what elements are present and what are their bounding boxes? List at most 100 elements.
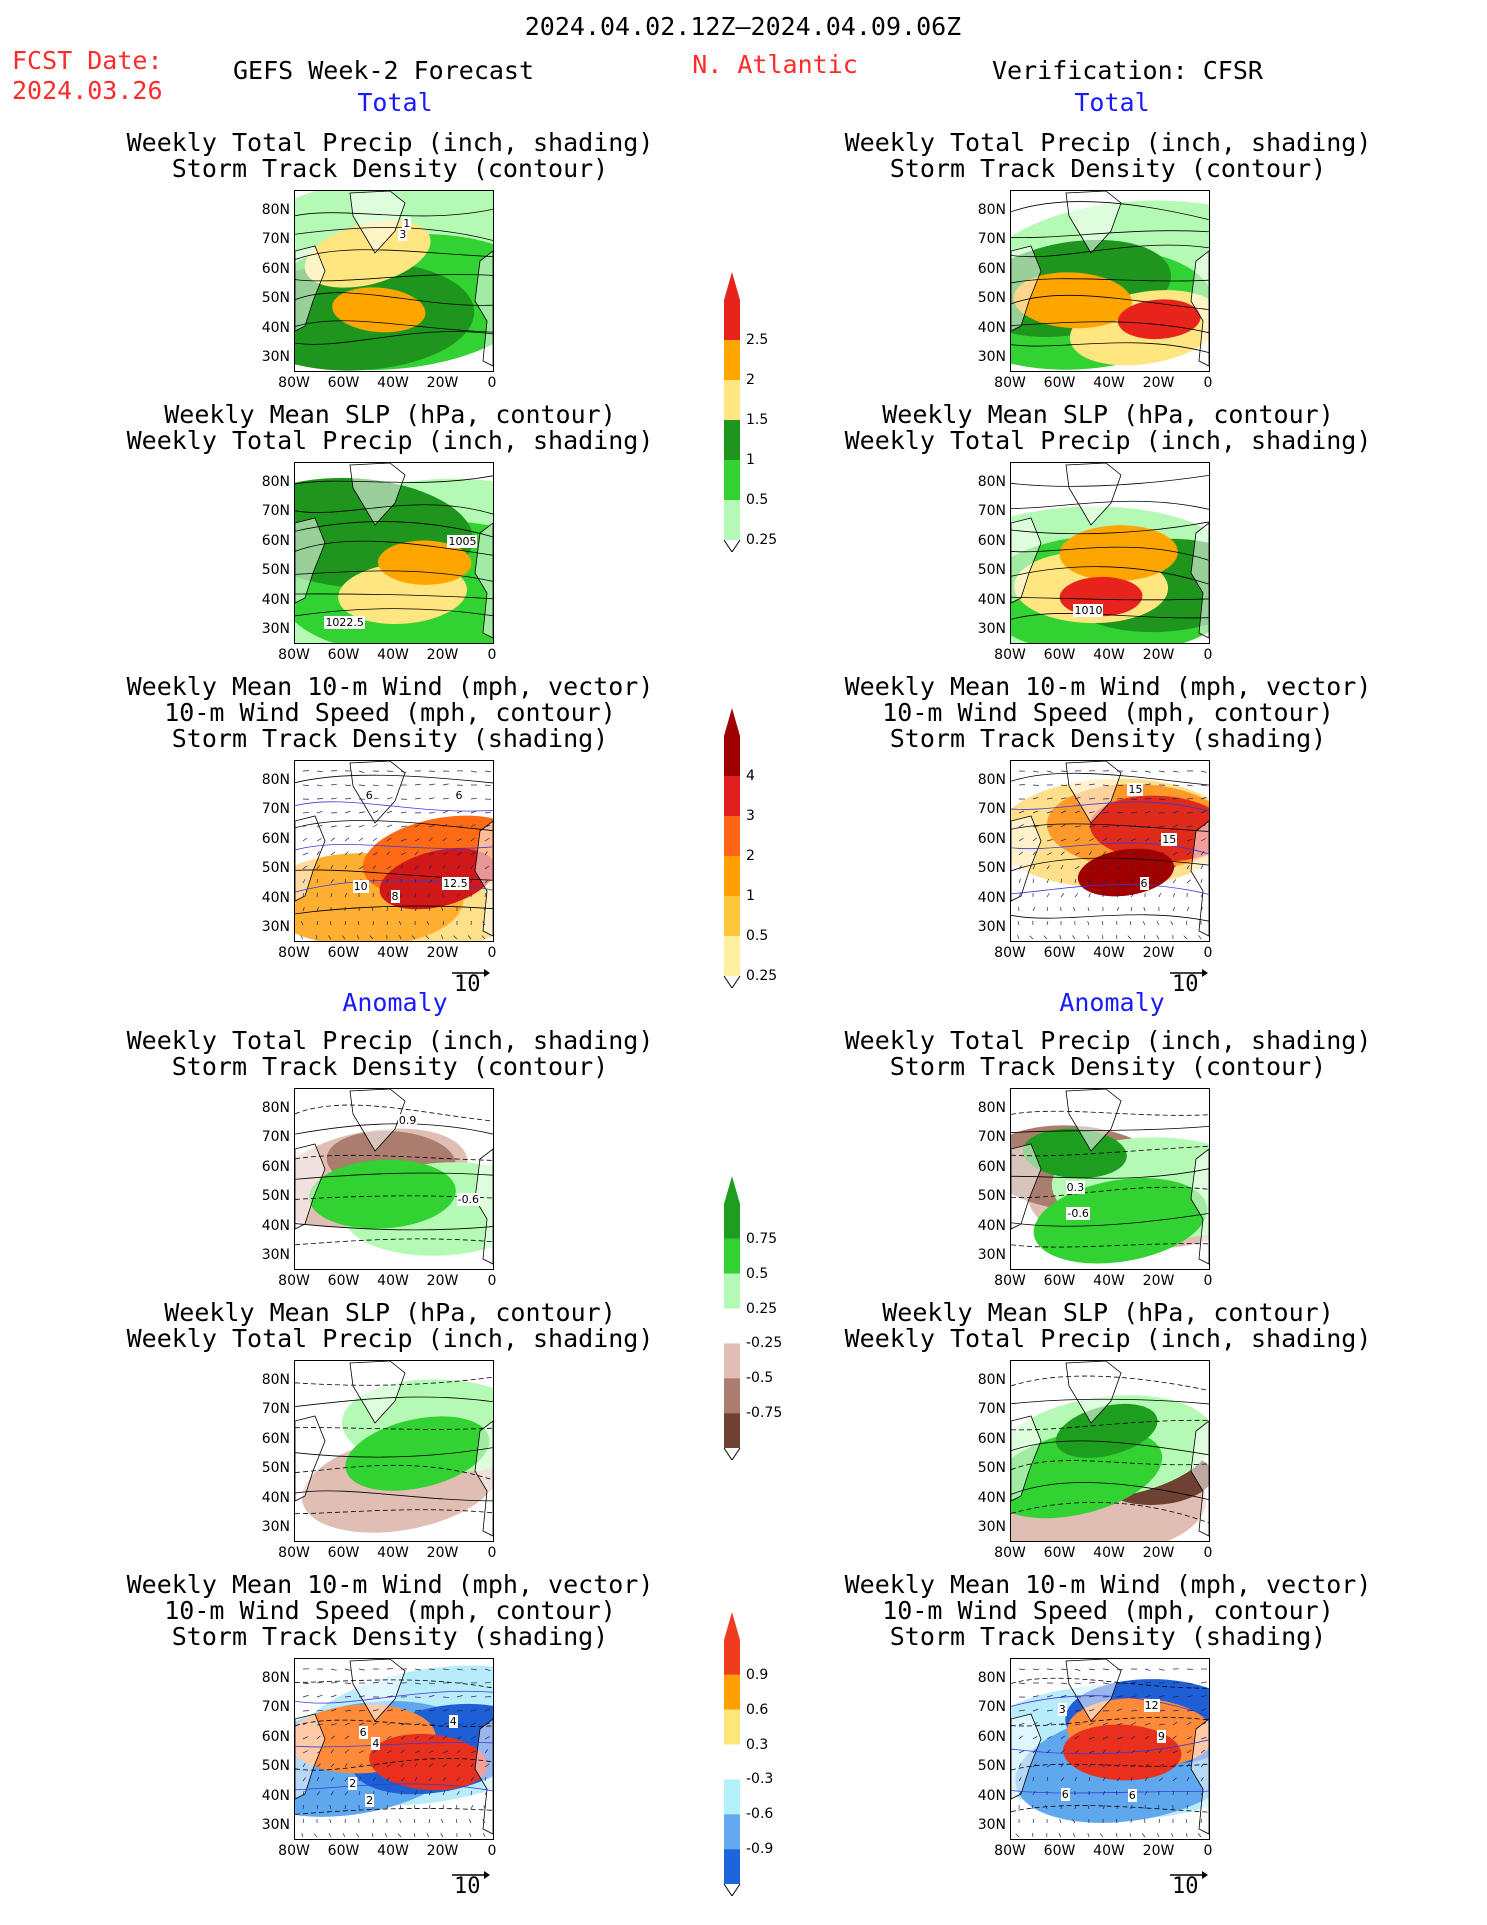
- wind-vector: [1018, 1668, 1025, 1670]
- latitude-label: 40N: [261, 1217, 290, 1234]
- colorbar-label: 3: [746, 808, 755, 824]
- wind-vector: [1116, 838, 1122, 842]
- wind-vector: [1099, 1833, 1104, 1838]
- wind-vector: [371, 1832, 374, 1838]
- colorbar-tail: [723, 1883, 741, 1897]
- colorbar-label: 2: [746, 848, 755, 864]
- wind-vector: [384, 1833, 388, 1838]
- wind-vector: [372, 920, 375, 926]
- longitude-label: 60W: [1043, 647, 1076, 663]
- longitude-label: 0: [1203, 647, 1213, 663]
- wind-vector: [1087, 1832, 1090, 1838]
- wind-vector: [1144, 770, 1151, 773]
- longitude-label: 60W: [327, 375, 360, 391]
- longitude-label: 20W: [1142, 1843, 1175, 1859]
- wind-vector: [330, 865, 333, 870]
- wind-vector: [442, 823, 448, 828]
- wind-vector: [330, 1763, 335, 1768]
- wind-vector: [484, 1776, 487, 1782]
- wind-vector: [1032, 1722, 1038, 1726]
- wind-vector: [372, 810, 379, 814]
- colorbar-label: 0.3: [746, 1736, 769, 1753]
- wind-vector: [1018, 1722, 1025, 1726]
- wind-vector: [1087, 906, 1090, 912]
- wind-vector: [1018, 1777, 1022, 1782]
- wind-vector: [1172, 1721, 1178, 1726]
- contour-line: [295, 1808, 493, 1815]
- longitude-label: 40W: [1093, 375, 1125, 391]
- wind-vector: [1032, 1818, 1035, 1824]
- wind-vector: [1102, 1682, 1109, 1685]
- wind-vector: [1088, 783, 1095, 786]
- wind-vector: [1102, 1777, 1106, 1782]
- wind-vector: [330, 892, 333, 898]
- panel-title-line: Weekly Total Precip (inch, shading): [126, 1324, 654, 1353]
- colorbar-segment: [724, 300, 740, 340]
- longitude-label: 20W: [1142, 375, 1175, 391]
- contour-line: [295, 1447, 493, 1458]
- wind-vector: [386, 1709, 393, 1712]
- wind-vector: [1074, 865, 1080, 870]
- wind-vector: [316, 1709, 323, 1712]
- colorbar-segment: [724, 896, 740, 936]
- latitude-label: 80N: [261, 474, 290, 490]
- colorbar-segment: [724, 776, 740, 816]
- contour-value-label: -0.6: [456, 1193, 481, 1207]
- latitude-label: 80N: [261, 1100, 290, 1116]
- wind-vector: [414, 1777, 418, 1782]
- wind-vector: [1129, 1832, 1132, 1838]
- wind-vector: [1018, 865, 1022, 870]
- region-title: N. Atlantic: [692, 50, 858, 79]
- wind-vector: [330, 1668, 337, 1671]
- panel-title-line: 10-m Wind Speed (mph, contour): [164, 698, 616, 727]
- wind-vector: [1102, 837, 1108, 842]
- latitude-label: 60N: [977, 830, 1006, 847]
- section-total-left: Total: [357, 88, 433, 117]
- wind-vector: [1046, 1776, 1049, 1782]
- wind-vector: [1046, 811, 1053, 814]
- longitude-label: 80W: [278, 945, 310, 961]
- wind-vector: [302, 837, 308, 842]
- contour-line: [1011, 230, 1209, 239]
- longitude-label: 0: [487, 647, 497, 663]
- wind-vector: [1158, 893, 1162, 898]
- wind-vector: [1032, 851, 1037, 856]
- latitude-label: 40N: [977, 1217, 1006, 1234]
- contour-line: [295, 1490, 493, 1502]
- wind-vector: [1186, 838, 1193, 842]
- wind-vector: [328, 1833, 332, 1838]
- wind-vector: [470, 1668, 477, 1671]
- wind-vector: [414, 824, 420, 828]
- contour-line: [1011, 294, 1209, 310]
- contour-line: [295, 249, 493, 260]
- longitude-label: 20W: [426, 375, 459, 391]
- wind-vector: [358, 1763, 363, 1768]
- latitude-label: 80N: [977, 474, 1006, 490]
- colorbar-segment: [724, 1238, 740, 1274]
- wind-vector: [344, 825, 351, 828]
- wind-vector: [1088, 851, 1092, 856]
- wind-vector: [330, 1749, 334, 1754]
- wind-vector: [302, 1695, 309, 1698]
- wind-vector: [1115, 1818, 1118, 1824]
- panel-title-line: Weekly Total Precip (inch, shading): [126, 128, 654, 157]
- latitude-label: 40N: [977, 1787, 1006, 1804]
- contour-line: [1011, 474, 1209, 487]
- wind-vector: [1144, 1777, 1148, 1782]
- wind-vector: [386, 797, 393, 800]
- wind-vector: [1183, 935, 1188, 940]
- colorbar-segment: [724, 1343, 740, 1379]
- wind-vector: [1074, 852, 1080, 856]
- wind-vector: [426, 1833, 430, 1838]
- longitude-label: 80W: [278, 647, 310, 663]
- wind-vector: [1144, 1695, 1151, 1698]
- wind-vector: [428, 879, 433, 884]
- contour-value-label: 12.5: [442, 876, 469, 890]
- contour-line: [295, 1376, 493, 1386]
- wind-vector: [1032, 770, 1039, 773]
- contour-value-label: -0.6: [1066, 1207, 1090, 1221]
- latitude-label: 30N: [977, 1519, 1006, 1535]
- latitude-label: 40N: [261, 1787, 290, 1804]
- wind-vector: [1046, 1695, 1053, 1698]
- wind-vector: [1141, 1833, 1146, 1838]
